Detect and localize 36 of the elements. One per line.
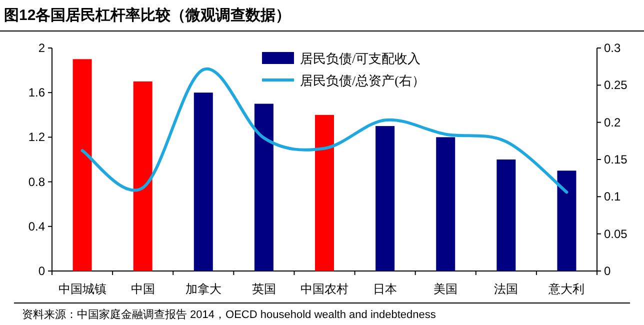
bar: [496, 160, 516, 271]
legend-label: 居民负债/总资产(右）: [300, 73, 425, 88]
y2-tick-label: 0.05: [604, 226, 628, 241]
bar: [194, 92, 213, 271]
y2-tick-label: 0.2: [604, 115, 622, 130]
bar: [376, 126, 395, 271]
bar: [133, 81, 152, 271]
text: 资料来源：中国家庭金融调查报告 2014，OECD household wealth and indebtedness: [22, 308, 436, 321]
y-tick-label: 0.8: [28, 174, 46, 189]
x-tick-label: 日本: [373, 282, 398, 296]
x-tick-label: 加拿大: [185, 282, 222, 296]
x-tick-label: 英国: [252, 282, 276, 296]
chart-title: 图12各国居民杠杆率比较（微观调查数据）: [4, 6, 291, 24]
y-tick-label: 0: [38, 264, 46, 278]
x-tick-label: 中国农村: [300, 282, 348, 296]
y-tick-label: 1.2: [28, 130, 46, 144]
legend-label: 居民负债/可支配收入: [300, 51, 421, 66]
x-tick-label: 意大利: [548, 282, 585, 296]
y-tick-label: 2: [38, 41, 46, 55]
bar: [436, 137, 456, 271]
y2-tick-label: 0.15: [604, 152, 628, 166]
y2-tick-label: 0.1: [604, 190, 622, 204]
bar: [557, 170, 576, 271]
y2-tick-label: 0.3: [604, 41, 622, 55]
y-tick-label: 1.6: [28, 86, 46, 100]
x-tick-label: 法国: [494, 282, 518, 296]
line-series: [80, 67, 568, 194]
y-tick-label: 0.4: [28, 219, 46, 234]
y2-tick-label: 0: [604, 264, 611, 278]
x-tick-label: 美国: [434, 282, 458, 296]
bar: [72, 59, 92, 271]
x-tick-label: 中国城镇: [58, 282, 106, 296]
bar: [254, 104, 274, 271]
bar: [315, 114, 334, 271]
y2-tick-label: 0.25: [604, 78, 628, 92]
x-tick-label: 中国: [130, 282, 155, 296]
